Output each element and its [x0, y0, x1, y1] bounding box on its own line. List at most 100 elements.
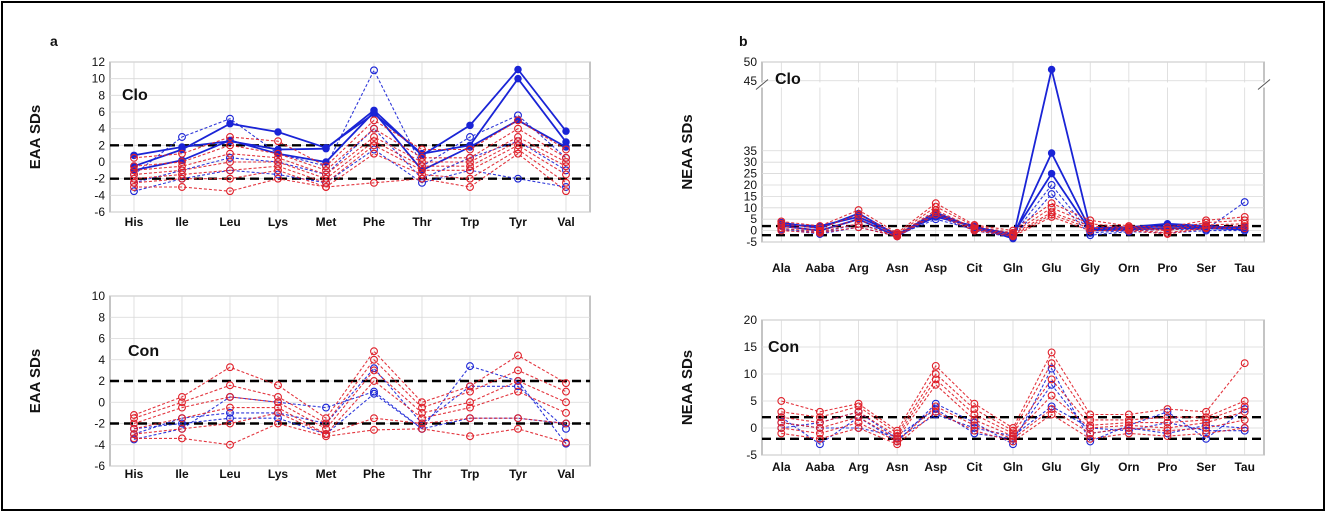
data-point: [274, 419, 282, 428]
x-tick-label: His: [125, 467, 144, 481]
chart-a-clo: -6 -4 -2 0 2 4 6 8 10 12 His Ile Leu Lys Met Phe Thr Trp T…: [27, 55, 591, 229]
x-tick-label: Met: [316, 215, 337, 229]
data-point: [1086, 437, 1095, 446]
data-point: [1124, 418, 1133, 427]
x-tick-label: Cit: [966, 261, 982, 275]
y-tick-label: 10: [92, 72, 106, 86]
x-tick-label: Ile: [175, 467, 189, 481]
data-point: [1124, 426, 1133, 435]
series-line: [133, 412, 567, 435]
data-point: [322, 432, 330, 441]
data-point: [854, 402, 863, 411]
data-point: [562, 387, 570, 396]
data-point: [130, 411, 138, 419]
x-tick-label: Ser: [1196, 261, 1216, 275]
data-point: [1086, 410, 1095, 419]
data-point: [130, 170, 138, 179]
y-axis-title: EAA SDs: [27, 349, 44, 413]
y-tick-label: 2: [98, 374, 105, 388]
data-point: [130, 166, 138, 175]
x-tick-label: Phe: [363, 215, 385, 229]
data-point: [226, 392, 234, 401]
y-tick-label: 12: [92, 55, 106, 69]
data-point: [1086, 429, 1095, 438]
x-tick-label: Asp: [924, 460, 947, 474]
data-point: [1047, 210, 1056, 219]
y-tick-label: 45: [744, 74, 758, 88]
data-point: [931, 407, 940, 416]
data-point: [274, 403, 282, 412]
data-point: [226, 158, 234, 166]
data-point: [514, 124, 522, 133]
x-tick-label: Ser: [1196, 460, 1216, 474]
y-axis-title: EAA SDs: [27, 105, 44, 169]
data-point: [562, 183, 570, 191]
data-point: [1163, 424, 1172, 432]
series-line: [781, 213, 1245, 237]
charts-layer: -6 -4 -2 0 2 4 6 8 10 12 His Ile Leu Lys Met Phe Thr Trp T…: [27, 55, 1271, 481]
x-tick-label: Arg: [848, 261, 869, 275]
data-point: [178, 419, 186, 428]
data-point: [274, 153, 282, 162]
y-tick-label: 2: [98, 138, 105, 152]
data-point: [514, 387, 522, 396]
data-point: [418, 166, 426, 175]
y-tick-label: 20: [744, 178, 758, 192]
data-point: [1047, 402, 1056, 411]
data-point: [1202, 407, 1211, 416]
data-point: [418, 170, 426, 179]
data-point: [514, 174, 522, 183]
series-line: [133, 110, 567, 172]
x-tick-label: Val: [557, 215, 574, 229]
data-point: [1047, 359, 1056, 368]
data-point: [1086, 424, 1095, 432]
data-point: [466, 166, 474, 175]
x-tick-label: Asp: [924, 261, 947, 275]
data-point: [562, 153, 570, 162]
data-point: [226, 114, 234, 123]
data-point: [1047, 169, 1056, 178]
data-point: [514, 111, 522, 120]
data-point: [931, 375, 940, 384]
data-point: [815, 434, 824, 443]
y-tick-label: 6: [98, 105, 105, 119]
data-point: [370, 389, 378, 398]
x-tick-label: Pro: [1157, 261, 1177, 275]
data-point: [514, 366, 522, 375]
data-point: [562, 419, 570, 428]
y-tick-label: 10: [744, 201, 758, 215]
data-point: [970, 426, 979, 435]
data-point: [274, 398, 282, 407]
series-line: [133, 380, 567, 435]
series-line: [133, 144, 567, 184]
x-tick-label: Gln: [1003, 460, 1023, 474]
data-point: [466, 403, 474, 412]
series-line: [781, 383, 1245, 440]
y-tick-label: 50: [744, 55, 758, 69]
data-point: [370, 133, 378, 141]
data-point: [815, 429, 824, 438]
y-tick-label: 5: [750, 394, 757, 408]
data-point: [130, 153, 138, 162]
series-line: [133, 128, 567, 171]
data-point: [1202, 418, 1211, 427]
panel-letter-a: a: [50, 33, 58, 49]
data-point: [1202, 421, 1211, 430]
data-point: [854, 413, 863, 422]
data-point: [226, 187, 234, 196]
data-point: [1240, 415, 1249, 424]
data-point: [322, 430, 330, 439]
axis-break-gap: [761, 82, 1265, 88]
data-point: [514, 351, 522, 360]
x-tick-label: Leu: [219, 467, 240, 481]
x-tick-label: Phe: [363, 467, 385, 481]
data-point: [562, 438, 570, 447]
data-point: [1240, 397, 1249, 405]
data-point: [562, 178, 570, 187]
x-tick-label: Tau: [1234, 261, 1254, 275]
data-point: [1086, 226, 1095, 235]
data-point: [130, 151, 138, 160]
y-axis-title: NEAA SDs: [679, 114, 696, 189]
data-point: [226, 153, 234, 162]
data-point: [418, 398, 426, 407]
